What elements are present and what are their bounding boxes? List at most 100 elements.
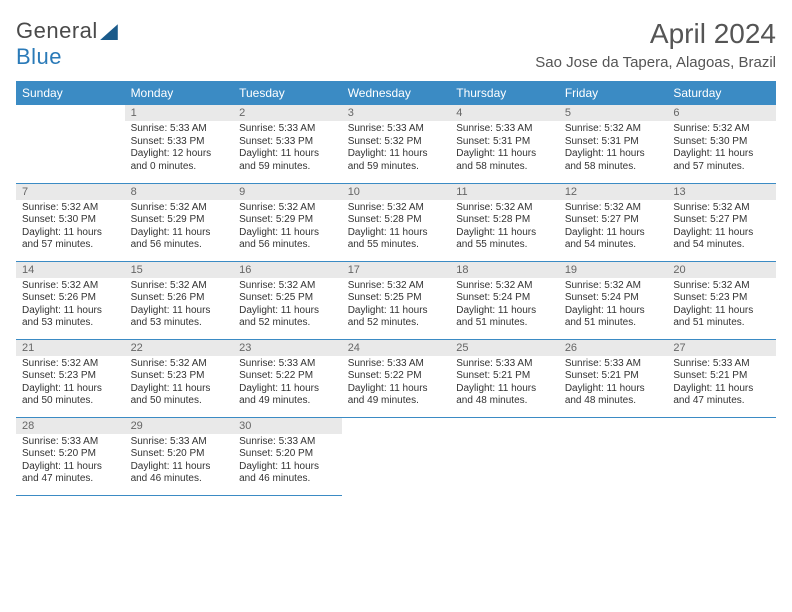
day-details: Sunrise: 5:32 AMSunset: 5:29 PMDaylight:… <box>125 200 234 256</box>
day-details: Sunrise: 5:32 AMSunset: 5:29 PMDaylight:… <box>233 200 342 256</box>
sunrise-line: Sunrise: 5:33 AM <box>22 436 119 449</box>
sunset-line: Sunset: 5:23 PM <box>673 292 770 305</box>
daylight-line: Daylight: 11 hours and 59 minutes. <box>239 148 336 173</box>
day-number: 12 <box>559 184 668 200</box>
day-number: 5 <box>559 105 668 121</box>
brand-part1: General <box>16 18 98 43</box>
calendar-cell <box>559 417 668 495</box>
weekday-header: Friday <box>559 81 668 105</box>
daylight-line: Daylight: 11 hours and 51 minutes. <box>456 305 553 330</box>
calendar-cell: 24Sunrise: 5:33 AMSunset: 5:22 PMDayligh… <box>342 339 451 417</box>
day-number: 13 <box>667 184 776 200</box>
page-header: General Blue April 2024 Sao Jose da Tape… <box>16 18 776 71</box>
day-details: Sunrise: 5:32 AMSunset: 5:25 PMDaylight:… <box>233 278 342 334</box>
calendar-cell: 23Sunrise: 5:33 AMSunset: 5:22 PMDayligh… <box>233 339 342 417</box>
daylight-line: Daylight: 11 hours and 52 minutes. <box>348 305 445 330</box>
calendar-cell: 4Sunrise: 5:33 AMSunset: 5:31 PMDaylight… <box>450 105 559 183</box>
calendar-cell: 15Sunrise: 5:32 AMSunset: 5:26 PMDayligh… <box>125 261 234 339</box>
daylight-line: Daylight: 11 hours and 59 minutes. <box>348 148 445 173</box>
title-area: April 2024 Sao Jose da Tapera, Alagoas, … <box>535 18 776 71</box>
sunrise-line: Sunrise: 5:33 AM <box>239 358 336 371</box>
sunrise-line: Sunrise: 5:32 AM <box>673 202 770 215</box>
sunset-line: Sunset: 5:22 PM <box>348 370 445 383</box>
sunrise-line: Sunrise: 5:33 AM <box>348 123 445 136</box>
sunrise-line: Sunrise: 5:32 AM <box>565 123 662 136</box>
sunset-line: Sunset: 5:25 PM <box>239 292 336 305</box>
sunset-line: Sunset: 5:21 PM <box>673 370 770 383</box>
calendar-cell: 9Sunrise: 5:32 AMSunset: 5:29 PMDaylight… <box>233 183 342 261</box>
sunrise-line: Sunrise: 5:32 AM <box>22 358 119 371</box>
day-number: 8 <box>125 184 234 200</box>
daylight-line: Daylight: 11 hours and 49 minutes. <box>239 383 336 408</box>
sunrise-line: Sunrise: 5:32 AM <box>22 202 119 215</box>
daylight-line: Daylight: 11 hours and 53 minutes. <box>131 305 228 330</box>
sunset-line: Sunset: 5:25 PM <box>348 292 445 305</box>
day-number: 16 <box>233 262 342 278</box>
sunset-line: Sunset: 5:27 PM <box>673 214 770 227</box>
calendar-row: 14Sunrise: 5:32 AMSunset: 5:26 PMDayligh… <box>16 261 776 339</box>
calendar-cell: 25Sunrise: 5:33 AMSunset: 5:21 PMDayligh… <box>450 339 559 417</box>
daylight-line: Daylight: 11 hours and 49 minutes. <box>348 383 445 408</box>
daylight-line: Daylight: 11 hours and 56 minutes. <box>239 227 336 252</box>
calendar-cell: 14Sunrise: 5:32 AMSunset: 5:26 PMDayligh… <box>16 261 125 339</box>
daylight-line: Daylight: 11 hours and 58 minutes. <box>565 148 662 173</box>
day-details: Sunrise: 5:32 AMSunset: 5:23 PMDaylight:… <box>667 278 776 334</box>
sunset-line: Sunset: 5:24 PM <box>456 292 553 305</box>
sunset-line: Sunset: 5:28 PM <box>456 214 553 227</box>
daylight-line: Daylight: 11 hours and 57 minutes. <box>22 227 119 252</box>
daylight-line: Daylight: 11 hours and 51 minutes. <box>673 305 770 330</box>
sunset-line: Sunset: 5:33 PM <box>239 136 336 149</box>
day-details: Sunrise: 5:33 AMSunset: 5:20 PMDaylight:… <box>233 434 342 490</box>
sunrise-line: Sunrise: 5:32 AM <box>22 280 119 293</box>
sunrise-line: Sunrise: 5:32 AM <box>131 280 228 293</box>
day-details: Sunrise: 5:33 AMSunset: 5:22 PMDaylight:… <box>342 356 451 412</box>
daylight-line: Daylight: 11 hours and 57 minutes. <box>673 148 770 173</box>
weekday-header-row: SundayMondayTuesdayWednesdayThursdayFrid… <box>16 81 776 105</box>
day-number: 25 <box>450 340 559 356</box>
calendar-cell: 7Sunrise: 5:32 AMSunset: 5:30 PMDaylight… <box>16 183 125 261</box>
daylight-line: Daylight: 11 hours and 58 minutes. <box>456 148 553 173</box>
sunset-line: Sunset: 5:23 PM <box>22 370 119 383</box>
weekday-header: Saturday <box>667 81 776 105</box>
daylight-line: Daylight: 11 hours and 51 minutes. <box>565 305 662 330</box>
day-details: Sunrise: 5:32 AMSunset: 5:27 PMDaylight:… <box>559 200 668 256</box>
daylight-line: Daylight: 12 hours and 0 minutes. <box>131 148 228 173</box>
day-number: 6 <box>667 105 776 121</box>
day-number: 29 <box>125 418 234 434</box>
sunset-line: Sunset: 5:20 PM <box>239 448 336 461</box>
sunrise-line: Sunrise: 5:33 AM <box>565 358 662 371</box>
calendar-cell: 21Sunrise: 5:32 AMSunset: 5:23 PMDayligh… <box>16 339 125 417</box>
day-details: Sunrise: 5:33 AMSunset: 5:20 PMDaylight:… <box>16 434 125 490</box>
day-details: Sunrise: 5:33 AMSunset: 5:33 PMDaylight:… <box>125 121 234 177</box>
sunset-line: Sunset: 5:24 PM <box>565 292 662 305</box>
calendar-cell: 12Sunrise: 5:32 AMSunset: 5:27 PMDayligh… <box>559 183 668 261</box>
sunset-line: Sunset: 5:29 PM <box>239 214 336 227</box>
day-number: 18 <box>450 262 559 278</box>
day-details: Sunrise: 5:32 AMSunset: 5:28 PMDaylight:… <box>450 200 559 256</box>
calendar-row: 1Sunrise: 5:33 AMSunset: 5:33 PMDaylight… <box>16 105 776 183</box>
weekday-header: Sunday <box>16 81 125 105</box>
calendar-cell: 27Sunrise: 5:33 AMSunset: 5:21 PMDayligh… <box>667 339 776 417</box>
calendar-cell: 29Sunrise: 5:33 AMSunset: 5:20 PMDayligh… <box>125 417 234 495</box>
sunrise-line: Sunrise: 5:32 AM <box>673 123 770 136</box>
calendar-cell: 16Sunrise: 5:32 AMSunset: 5:25 PMDayligh… <box>233 261 342 339</box>
sunrise-line: Sunrise: 5:32 AM <box>456 280 553 293</box>
calendar-cell: 28Sunrise: 5:33 AMSunset: 5:20 PMDayligh… <box>16 417 125 495</box>
sunrise-line: Sunrise: 5:32 AM <box>239 280 336 293</box>
calendar-cell: 2Sunrise: 5:33 AMSunset: 5:33 PMDaylight… <box>233 105 342 183</box>
sunrise-line: Sunrise: 5:33 AM <box>239 436 336 449</box>
sunrise-line: Sunrise: 5:33 AM <box>456 358 553 371</box>
calendar-cell: 11Sunrise: 5:32 AMSunset: 5:28 PMDayligh… <box>450 183 559 261</box>
day-details: Sunrise: 5:32 AMSunset: 5:24 PMDaylight:… <box>559 278 668 334</box>
sunrise-line: Sunrise: 5:32 AM <box>348 280 445 293</box>
sunrise-line: Sunrise: 5:32 AM <box>131 358 228 371</box>
calendar-cell: 6Sunrise: 5:32 AMSunset: 5:30 PMDaylight… <box>667 105 776 183</box>
day-details: Sunrise: 5:32 AMSunset: 5:23 PMDaylight:… <box>16 356 125 412</box>
sunset-line: Sunset: 5:32 PM <box>348 136 445 149</box>
day-details: Sunrise: 5:33 AMSunset: 5:31 PMDaylight:… <box>450 121 559 177</box>
daylight-line: Daylight: 11 hours and 47 minutes. <box>22 461 119 486</box>
day-number: 23 <box>233 340 342 356</box>
sunrise-line: Sunrise: 5:32 AM <box>565 280 662 293</box>
weekday-header: Thursday <box>450 81 559 105</box>
sunset-line: Sunset: 5:31 PM <box>456 136 553 149</box>
